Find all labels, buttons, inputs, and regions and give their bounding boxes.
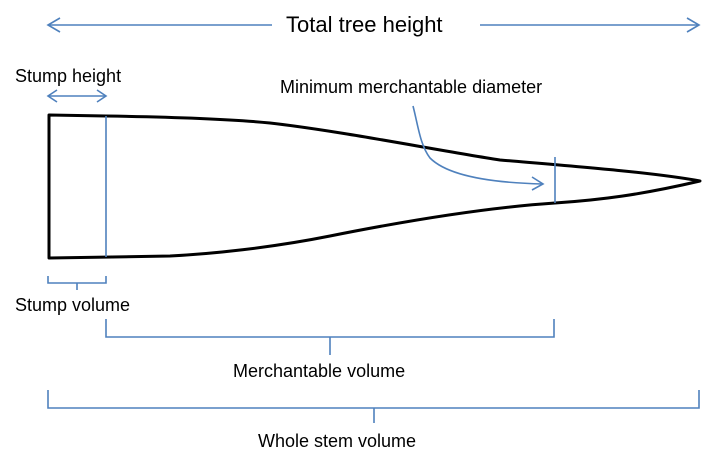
stump-volume-label: Stump volume <box>15 295 131 315</box>
merchantable-volume-label: Merchantable volume <box>233 361 406 381</box>
stump-height-arrow <box>46 89 108 103</box>
merchantable-volume-bracket <box>105 319 555 355</box>
stump-volume-bracket <box>47 276 107 290</box>
total-height-arrow <box>46 17 701 33</box>
stem-outline <box>47 113 702 260</box>
total-height-label: Total tree height <box>286 12 443 37</box>
min-diameter-pointer-arrow <box>412 105 545 191</box>
whole-stem-volume-label: Whole stem volume <box>258 431 417 451</box>
whole-stem-volume-bracket <box>47 390 700 423</box>
stump-height-label: Stump height <box>15 66 122 86</box>
min-diameter-label: Minimum merchantable diameter <box>280 77 543 97</box>
